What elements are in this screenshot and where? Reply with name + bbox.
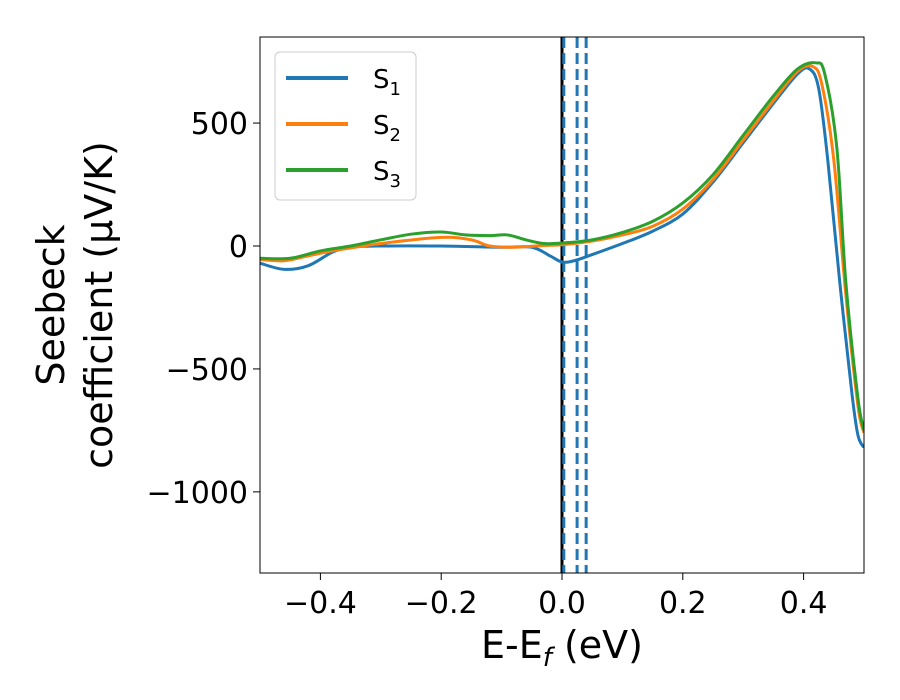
series-lines bbox=[260, 61, 864, 449]
legend: S1 S2 S3 bbox=[274, 51, 417, 201]
legend-label-s3: S3 bbox=[373, 157, 401, 192]
legend-label-s2: S2 bbox=[373, 111, 401, 146]
x-tick-label: 0.4 bbox=[780, 586, 828, 621]
y-axis-label: Seebeck coefficient (μV/K) bbox=[29, 141, 121, 469]
x-tick-label: −0.2 bbox=[405, 586, 478, 621]
y-axis-label-line1: Seebeck bbox=[29, 224, 73, 385]
vertical-reference-lines bbox=[560, 37, 588, 573]
x-tick-label: 0.0 bbox=[538, 586, 586, 621]
x-axis-label: E-Ef (eV) bbox=[481, 623, 643, 673]
series-line-s2 bbox=[260, 64, 864, 434]
y-tick-label: 0 bbox=[229, 230, 248, 265]
x-tick-label: 0.2 bbox=[659, 586, 707, 621]
y-tick-label: 500 bbox=[191, 107, 248, 142]
y-tick-label: −500 bbox=[166, 353, 248, 388]
x-axis-ticks: −0.4 −0.2 0.0 0.2 0.4 bbox=[284, 573, 827, 621]
y-axis-label-line2: coefficient (μV/K) bbox=[77, 141, 121, 469]
legend-label-s1: S1 bbox=[373, 65, 401, 100]
y-axis-ticks: 500 0 −500 −1000 bbox=[147, 107, 260, 511]
x-tick-label: −0.4 bbox=[284, 586, 357, 621]
y-tick-label: −1000 bbox=[147, 476, 248, 511]
series-line-s3 bbox=[260, 61, 864, 431]
